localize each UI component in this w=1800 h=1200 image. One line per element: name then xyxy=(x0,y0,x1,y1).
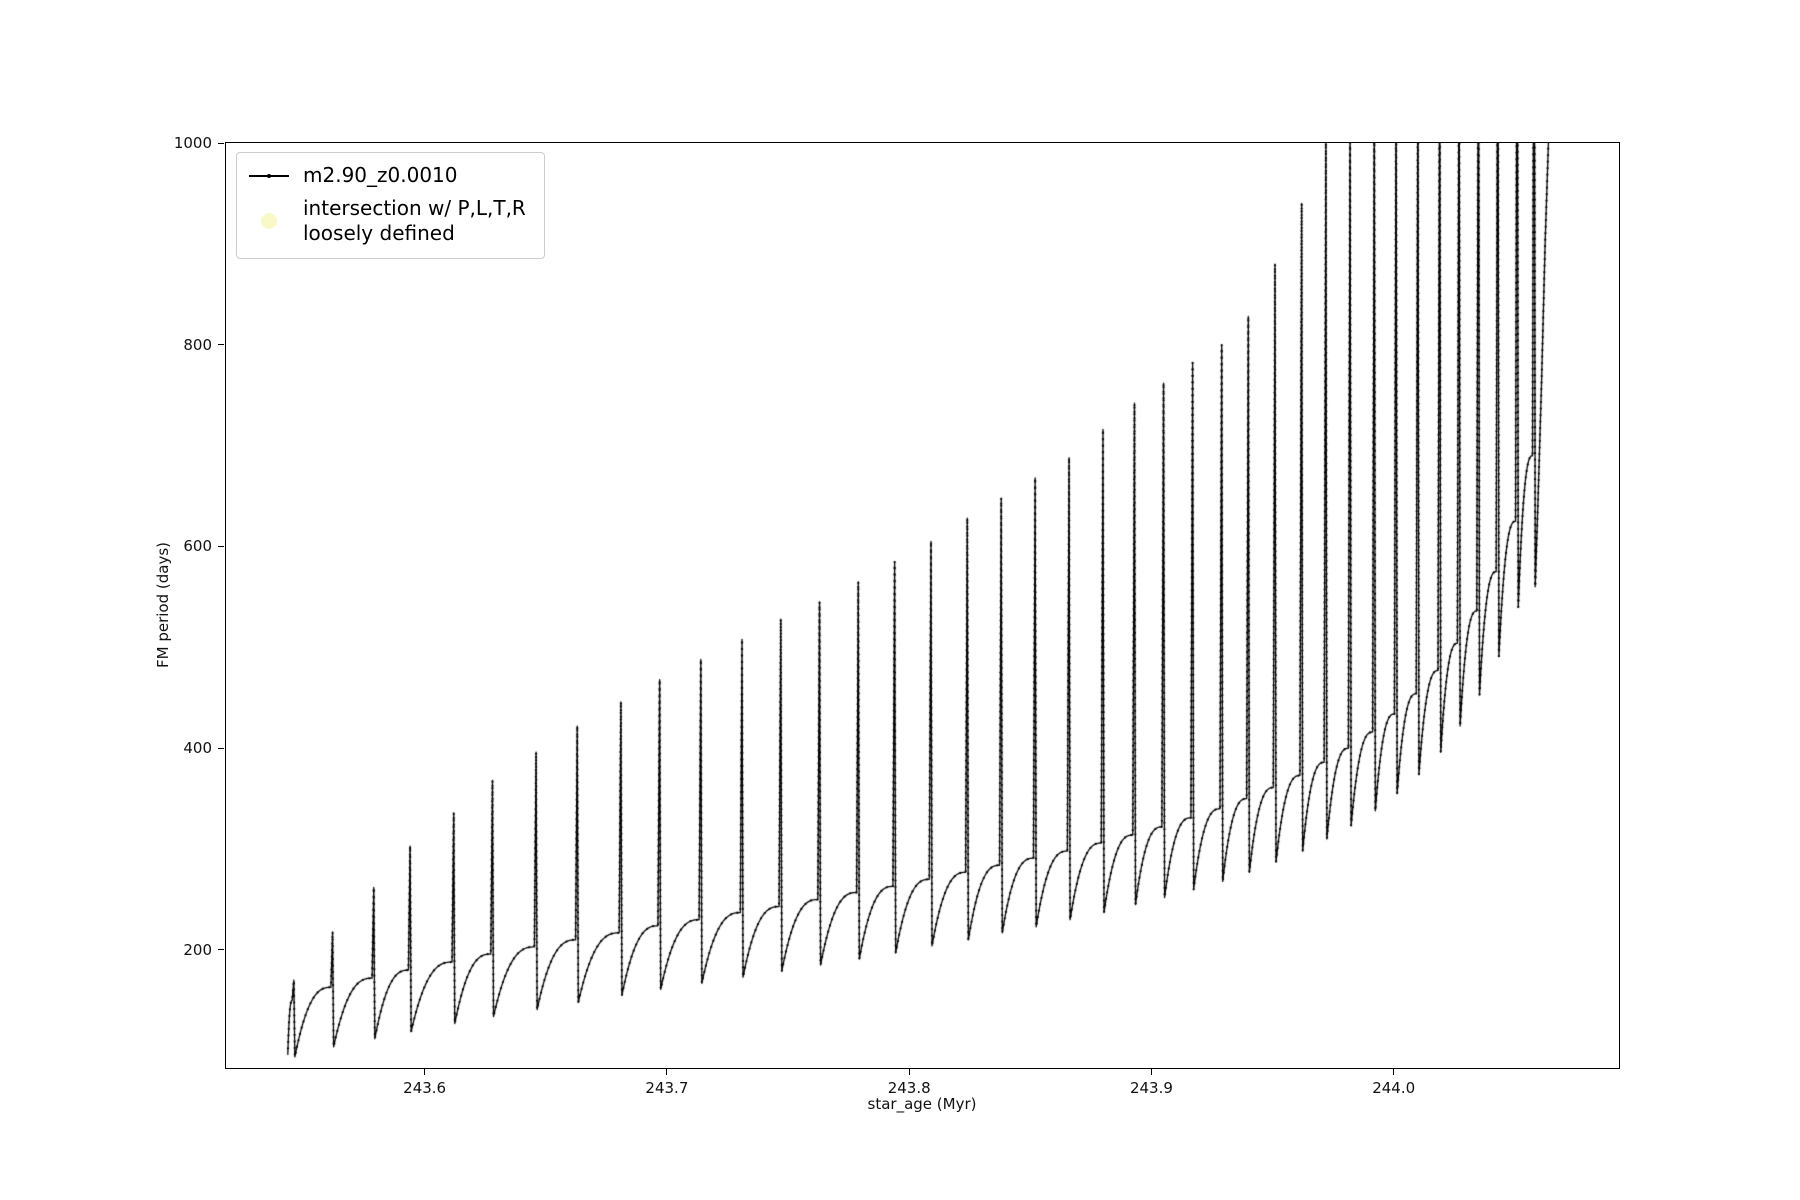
y-tick xyxy=(218,142,224,144)
x-tick xyxy=(908,1069,910,1075)
legend-item-series: m2.90_z0.0010 xyxy=(247,163,526,188)
legend-item-intersection: intersection w/ P,L,T,R loosely defined xyxy=(247,196,526,246)
x-tick xyxy=(1150,1069,1152,1075)
x-tick-label: 243.8 xyxy=(887,1079,931,1097)
legend-dot-sample xyxy=(267,173,271,178)
y-tick-label: 200 xyxy=(183,940,212,959)
chart-canvas xyxy=(226,143,1619,1068)
x-tick xyxy=(424,1069,426,1075)
y-axis-label: FM period (days) xyxy=(154,542,172,668)
x-axis-label: star_age (Myr) xyxy=(867,1095,977,1113)
y-tick-label: 800 xyxy=(183,335,212,354)
y-tick-label: 1000 xyxy=(173,134,212,152)
x-tick-label: 243.6 xyxy=(403,1079,447,1097)
y-tick xyxy=(218,344,224,346)
x-tick xyxy=(1393,1069,1395,1075)
legend-series-label: m2.90_z0.0010 xyxy=(303,163,458,187)
circle-marker-icon xyxy=(247,213,291,229)
y-tick xyxy=(218,949,224,951)
legend-intersection-label-line1: intersection w/ P,L,T,R xyxy=(303,196,526,220)
y-tick xyxy=(218,545,224,547)
x-tick-label: 243.7 xyxy=(645,1079,689,1097)
y-tick xyxy=(218,747,224,749)
legend-intersection-label: intersection w/ P,L,T,R loosely defined xyxy=(303,196,526,246)
y-tick-label: 400 xyxy=(183,739,212,758)
plot-area: m2.90_z0.0010 intersection w/ P,L,T,R lo… xyxy=(225,142,1620,1069)
x-tick xyxy=(666,1069,668,1075)
legend-intersection-label-line2: loosely defined xyxy=(303,221,455,245)
legend: m2.90_z0.0010 intersection w/ P,L,T,R lo… xyxy=(236,152,545,259)
y-tick-label: 600 xyxy=(183,537,212,556)
intersection-marker-swatch xyxy=(261,213,277,229)
line-with-dot-marker-icon xyxy=(247,173,291,178)
x-tick-label: 244.0 xyxy=(1372,1079,1416,1097)
x-tick-label: 243.9 xyxy=(1129,1079,1173,1097)
